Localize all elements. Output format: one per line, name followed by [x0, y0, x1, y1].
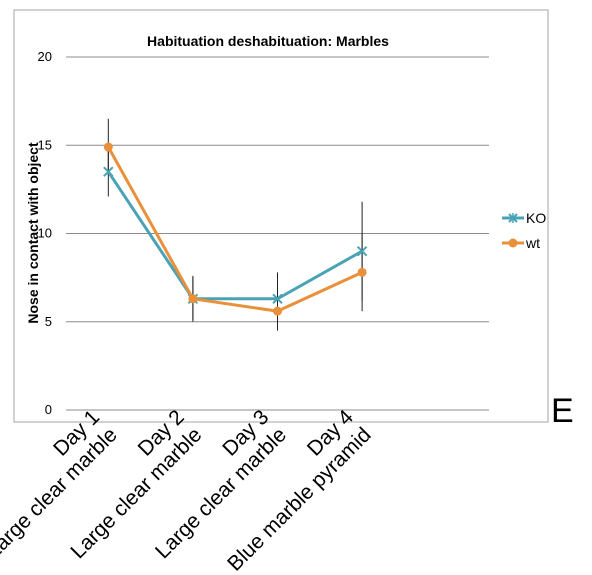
- y-tick-label: 5: [45, 314, 52, 329]
- data-point-wt: [103, 142, 113, 152]
- chart-title: Habituation deshabituation: Marbles: [147, 33, 389, 49]
- legend-label: KO: [526, 210, 546, 226]
- y-tick-label: 15: [38, 137, 52, 152]
- y-tick-label: 0: [45, 402, 52, 417]
- data-point-KO: [356, 245, 368, 257]
- chart-frame: [13, 9, 549, 423]
- panel-letter: E: [551, 392, 574, 430]
- data-point-KO: [103, 166, 114, 177]
- y-tick-labels: 0 5 10 15 20: [38, 49, 52, 417]
- data-point-wt: [273, 306, 282, 316]
- y-tick-label: 20: [38, 49, 52, 64]
- legend-item-wt: wt: [502, 235, 540, 251]
- data-series: [103, 142, 368, 316]
- series-line-KO: [107, 170, 363, 301]
- y-axis-label: Nose in contact with object: [25, 142, 41, 324]
- legend: KO wt: [502, 210, 546, 251]
- y-tick-label: 10: [38, 226, 52, 241]
- series-line-wt: [106, 146, 363, 313]
- data-point-wt: [357, 267, 367, 277]
- legend-item-KO: KO: [502, 210, 546, 226]
- data-point-wt: [188, 294, 198, 304]
- data-point-KO: [272, 293, 283, 305]
- legend-label: wt: [525, 235, 540, 251]
